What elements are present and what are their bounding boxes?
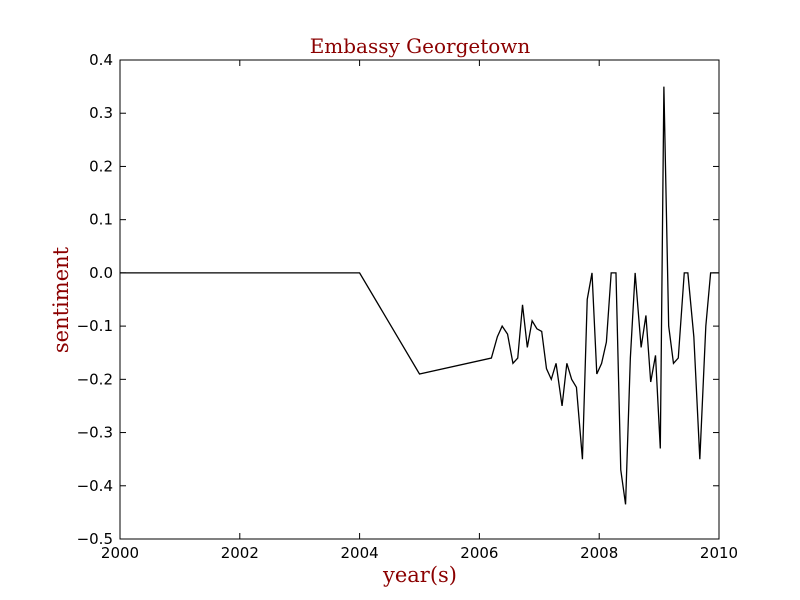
x-axis: 2000 2002 2004 2006 2008 2010 <box>101 60 738 562</box>
y-tick-label: 0.4 <box>89 51 113 69</box>
y-tick-label: 0.3 <box>89 104 113 122</box>
y-tick-label: 0.0 <box>89 264 113 282</box>
plot-area <box>120 60 719 539</box>
x-tick-label: 2006 <box>460 544 498 562</box>
x-axis-label: year(s) <box>382 563 457 587</box>
y-tick-label: 0.1 <box>89 211 113 229</box>
chart-title: Embassy Georgetown <box>310 34 531 58</box>
series-line <box>120 86 719 505</box>
y-tick-label: 0.2 <box>89 157 113 175</box>
y-tick-label: −0.2 <box>77 370 113 388</box>
x-tick-label: 2004 <box>341 544 379 562</box>
y-tick-label: −0.3 <box>77 424 113 442</box>
y-tick-label: −0.4 <box>77 477 113 495</box>
y-tick-label: −0.1 <box>77 317 113 335</box>
plot-frame <box>119 59 720 540</box>
x-tick-label: 2010 <box>700 544 738 562</box>
x-tick-label: 2008 <box>580 544 618 562</box>
y-axis: 0.4 0.3 0.2 0.1 0.0 −0.1 −0.2 −0.3 −0.4 −0.5 <box>77 51 719 548</box>
y-tick-label: −0.5 <box>77 530 113 548</box>
y-axis-label: sentiment <box>49 246 73 353</box>
x-tick-label: 2000 <box>101 544 139 562</box>
x-tick-label: 2002 <box>221 544 259 562</box>
